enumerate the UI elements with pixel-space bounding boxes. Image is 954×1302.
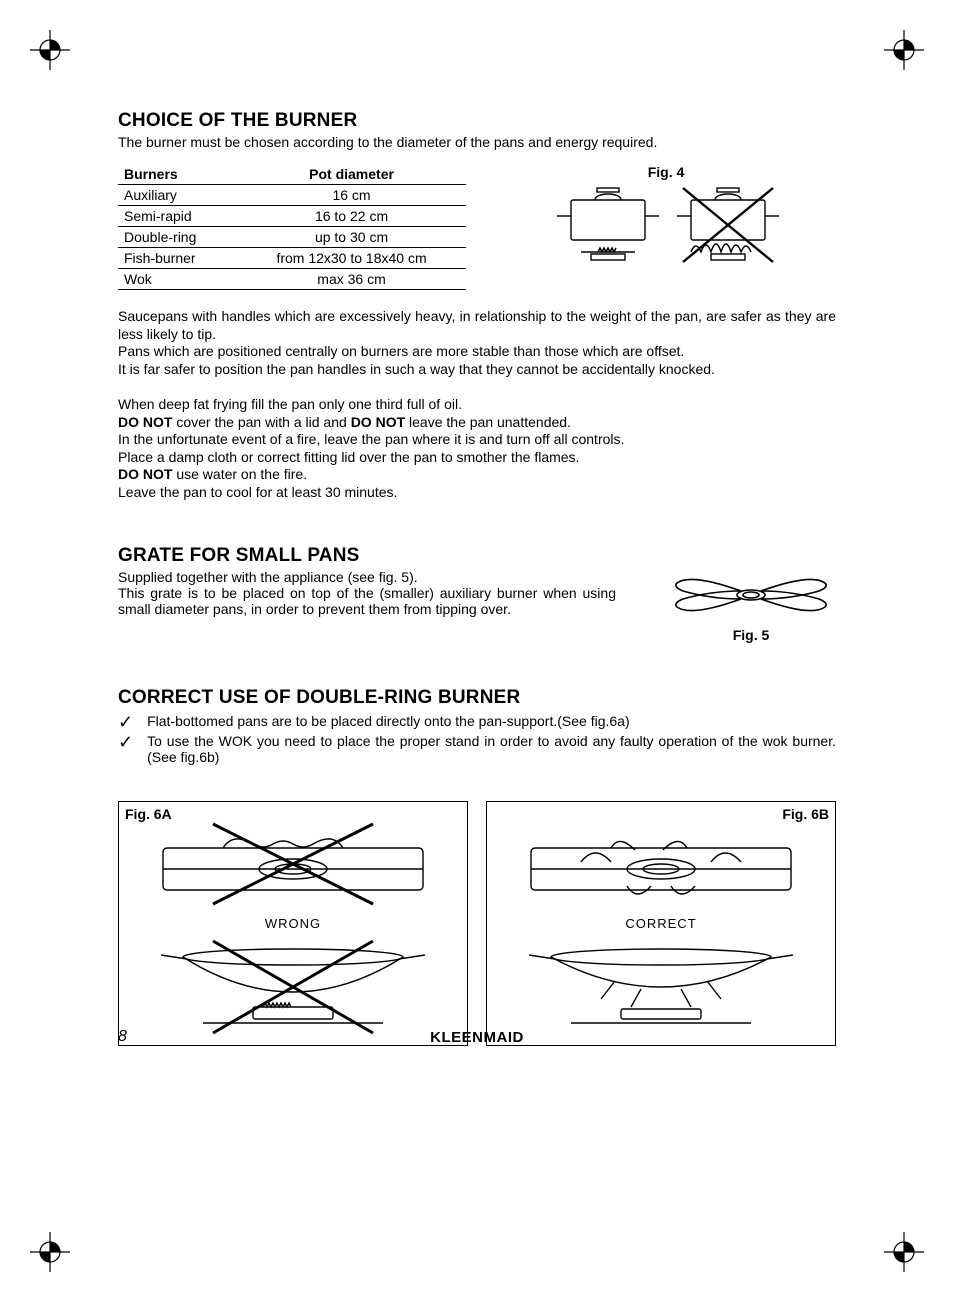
table-row: Auxiliary16 cm xyxy=(118,185,466,206)
figure-6a-bottom-illustration xyxy=(143,937,443,1037)
check-item: ✓ Flat-bottomed pans are to be placed di… xyxy=(118,713,836,731)
intro-text: The burner must be chosen according to t… xyxy=(118,134,836,150)
figure-6a-label: Fig. 6A xyxy=(125,806,172,822)
burner-table: Burners Pot diameter Auxiliary16 cm Semi… xyxy=(118,164,466,290)
figure-6a-top-illustration xyxy=(143,818,443,910)
figure-6b-label: Fig. 6B xyxy=(782,806,829,822)
check-item: ✓ To use the WOK you need to place the p… xyxy=(118,733,836,765)
figure-5-label: Fig. 5 xyxy=(666,627,836,643)
table-header-diameter: Pot diameter xyxy=(237,164,466,185)
brand-logo-text: KLEENMAID xyxy=(148,1029,806,1046)
figure-6b: Fig. 6B CORRECT xyxy=(486,801,836,1046)
check-icon: ✓ xyxy=(118,733,133,765)
registration-mark-bottom-left xyxy=(30,1232,70,1272)
table-header-row: Burners Pot diameter xyxy=(118,164,466,185)
heading-double-ring: CORRECT USE OF DOUBLE-RING BURNER xyxy=(118,687,836,709)
figure-4: Fig. 4 xyxy=(496,164,836,270)
figure-5-illustration xyxy=(671,569,831,621)
registration-mark-top-left xyxy=(30,30,70,70)
page-number: 8 xyxy=(118,1028,148,1046)
grate-text: Supplied together with the appliance (se… xyxy=(118,569,616,617)
figure-6a-caption: WRONG xyxy=(127,916,459,931)
figure-6b-top-illustration xyxy=(511,818,811,910)
safety-paragraph-1: Saucepans with handles which are excessi… xyxy=(118,308,836,378)
heading-choice-of-burner: CHOICE OF THE BURNER xyxy=(118,110,836,132)
safety-paragraph-2: When deep fat frying fill the pan only o… xyxy=(118,396,836,501)
figure-5: Fig. 5 xyxy=(666,569,836,643)
table-row: Semi-rapid16 to 22 cm xyxy=(118,206,466,227)
figure-6a: Fig. 6A WRONG xyxy=(118,801,468,1046)
check-icon: ✓ xyxy=(118,713,133,731)
check-list: ✓ Flat-bottomed pans are to be placed di… xyxy=(118,713,836,765)
table-header-burners: Burners xyxy=(118,164,237,185)
figure-4-illustration xyxy=(551,182,781,270)
page-content: CHOICE OF THE BURNER The burner must be … xyxy=(118,110,836,1046)
figure-6b-caption: CORRECT xyxy=(495,916,827,931)
registration-mark-top-right xyxy=(884,30,924,70)
table-row: Fish-burnerfrom 12x30 to 18x40 cm xyxy=(118,248,466,269)
heading-grate-small-pans: GRATE FOR SMALL PANS xyxy=(118,545,836,567)
table-row: Wokmax 36 cm xyxy=(118,269,466,290)
page-footer: 8 KLEENMAID xyxy=(118,1028,836,1046)
table-row: Double-ringup to 30 cm xyxy=(118,227,466,248)
figure-4-label: Fig. 4 xyxy=(496,164,836,180)
registration-mark-bottom-right xyxy=(884,1232,924,1272)
figure-6b-bottom-illustration xyxy=(511,937,811,1037)
